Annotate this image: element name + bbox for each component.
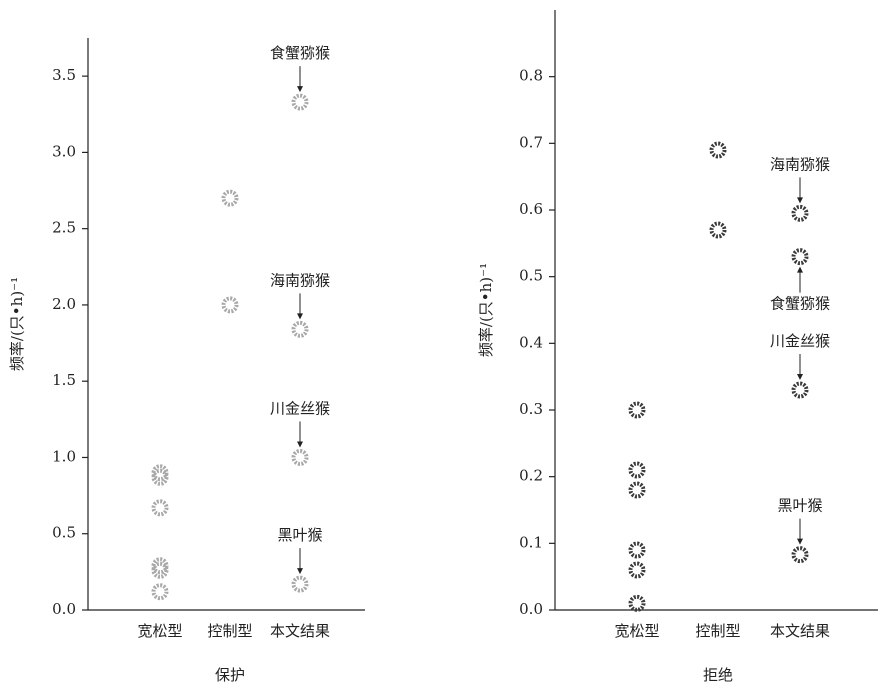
- y-tick-label: 0.8: [519, 67, 543, 85]
- y-tick-label: 0.5: [52, 524, 76, 542]
- annotation-arrowhead: [297, 568, 303, 575]
- annotation: 川金丝猴: [770, 332, 830, 350]
- point: [151, 583, 169, 601]
- annotation-arrowhead: [297, 86, 303, 93]
- annotation: 川金丝猴: [270, 399, 330, 417]
- point: [791, 204, 809, 222]
- point: [221, 296, 239, 314]
- annotation-arrowhead: [797, 538, 803, 545]
- annotation: 黑叶猴: [277, 526, 322, 544]
- point: [221, 189, 239, 207]
- x-tick-label: 控制型: [207, 622, 252, 640]
- y-tick-label: 1.0: [52, 447, 76, 465]
- point: [791, 546, 809, 564]
- point: [628, 561, 646, 579]
- annotation: 海南猕猴: [770, 155, 830, 173]
- point: [291, 320, 309, 338]
- y-axis-title: 频率/(只•h)⁻¹: [8, 277, 26, 371]
- x-tick-label: 本文结果: [770, 622, 830, 640]
- point: [628, 461, 646, 479]
- y-tick-label: 0.2: [519, 467, 543, 485]
- y-tick-label: 2.0: [52, 295, 76, 313]
- point: [628, 401, 646, 419]
- annotation-arrowhead: [297, 313, 303, 320]
- point: [791, 248, 809, 266]
- annotation-arrowhead: [797, 266, 803, 273]
- y-tick-label: 3.0: [52, 142, 76, 160]
- x-tick-label: 宽松型: [614, 622, 659, 640]
- point: [628, 541, 646, 559]
- y-tick-label: 1.5: [52, 371, 76, 389]
- point: [291, 448, 309, 466]
- x-axis-title: 拒绝: [703, 666, 733, 684]
- point: [791, 381, 809, 399]
- annotation: 海南猕猴: [270, 271, 330, 289]
- annotation-arrowhead: [797, 197, 803, 204]
- annotation: 食蟹猕猴: [270, 44, 330, 62]
- x-axis-title: 保护: [215, 666, 245, 684]
- annotation: 食蟹猕猴: [770, 295, 830, 313]
- point: [628, 481, 646, 499]
- point: [628, 594, 646, 612]
- y-tick-label: 0.0: [519, 600, 543, 618]
- point: [151, 499, 169, 517]
- y-tick-label: 2.5: [52, 219, 76, 237]
- x-tick-label: 本文结果: [270, 622, 330, 640]
- point: [709, 141, 727, 159]
- y-tick-label: 0.7: [519, 133, 543, 151]
- y-tick-label: 0.4: [519, 333, 543, 351]
- point: [291, 575, 309, 593]
- y-tick-label: 0.6: [519, 200, 543, 218]
- annotation-arrowhead: [797, 374, 803, 380]
- y-tick-label: 0.5: [519, 267, 543, 285]
- point: [291, 93, 309, 111]
- y-tick-label: 3.5: [52, 66, 76, 84]
- point: [151, 561, 169, 579]
- y-axis-title: 频率/(只•h)⁻¹: [477, 263, 495, 357]
- annotation: 黑叶猴: [777, 497, 822, 515]
- y-tick-label: 0.1: [519, 533, 543, 551]
- x-tick-label: 宽松型: [137, 622, 182, 640]
- y-tick-label: 0.0: [52, 600, 76, 618]
- point: [709, 221, 727, 239]
- y-tick-label: 0.3: [519, 400, 543, 418]
- point: [151, 468, 169, 486]
- annotation-arrowhead: [297, 441, 303, 448]
- x-tick-label: 控制型: [695, 622, 740, 640]
